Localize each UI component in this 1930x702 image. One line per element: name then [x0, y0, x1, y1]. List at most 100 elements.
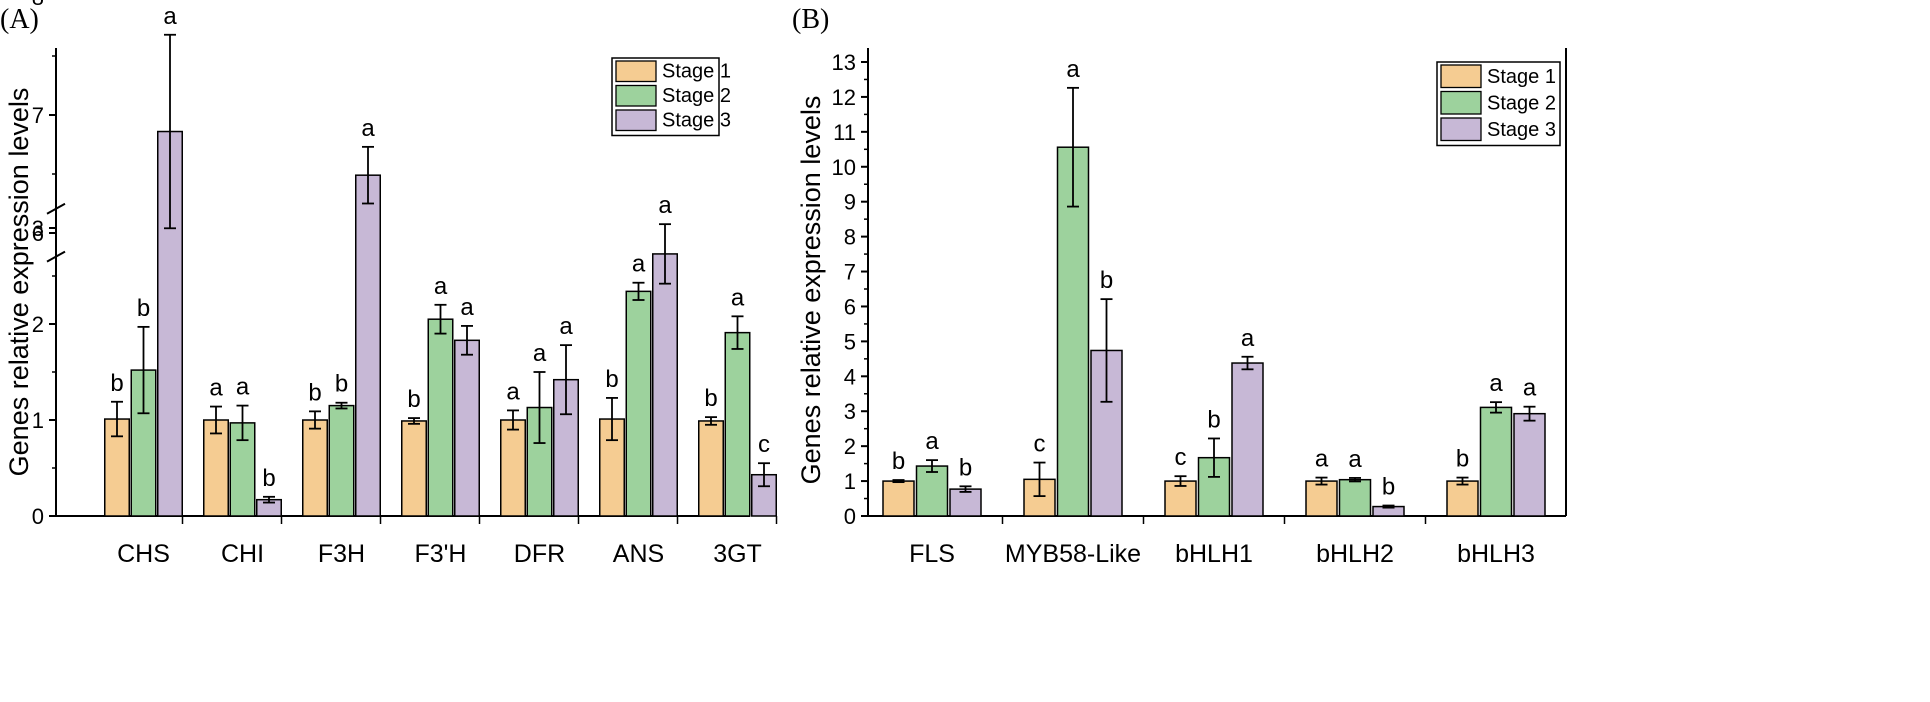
bar-stage-3: [949, 488, 982, 517]
x-category-label: CHI: [221, 540, 264, 568]
significance-letter: a: [506, 378, 520, 405]
significance-letter: a: [1315, 446, 1329, 473]
bar-stage-2: [1479, 406, 1513, 517]
significance-letter: a: [533, 340, 547, 367]
y-tick-label: 13: [832, 50, 856, 75]
significance-letter: b: [892, 448, 905, 475]
legend-label-stage-2: Stage 2: [662, 85, 731, 107]
bar-stage-1: [302, 419, 328, 517]
y-tick-label: 5: [844, 329, 856, 354]
significance-letter: a: [1066, 56, 1080, 83]
x-category-label: bHLH3: [1457, 540, 1535, 568]
legend-swatch-stage-2: [1440, 90, 1482, 115]
bar-stage-1: [882, 480, 915, 517]
significance-letter: a: [1348, 446, 1362, 473]
bar-stage-3: [355, 174, 381, 517]
x-category-label: CHS: [117, 540, 170, 568]
axis-break-mark-lower: [46, 202, 66, 215]
bar-stage-3: [454, 339, 480, 517]
legend-swatch-stage-3: [1440, 117, 1482, 142]
bar-stage-1: [1446, 480, 1479, 517]
significance-letter: a: [925, 428, 939, 455]
axis-break-mark-upper: [46, 250, 66, 263]
significance-letter: b: [262, 465, 275, 492]
y-tick-label: 1: [844, 469, 856, 494]
y-tick-label: 9: [844, 190, 856, 215]
bar-stage-1: [401, 420, 427, 517]
significance-letter: b: [308, 379, 321, 406]
significance-letter: a: [632, 251, 646, 278]
legend-swatch-stage-2: [615, 84, 657, 107]
significance-letter: b: [1382, 474, 1395, 501]
legend-label-stage-1: Stage 1: [1487, 66, 1556, 88]
y-tick-label: 7: [844, 260, 856, 285]
significance-letter: a: [1523, 375, 1537, 402]
significance-letter: b: [137, 295, 150, 322]
significance-letter: b: [407, 386, 420, 413]
y-tick-label: 6: [32, 221, 44, 246]
panel-label-a: (A): [0, 4, 39, 35]
x-category-label: bHLH1: [1175, 540, 1253, 568]
bar-stage-3: [1231, 362, 1264, 517]
y-tick-label: 0: [32, 504, 44, 529]
bar-stage-1: [203, 419, 229, 517]
significance-letter: b: [1456, 446, 1469, 473]
bar-stage-2: [1338, 478, 1372, 517]
x-category-label: MYB58-Like: [1005, 540, 1141, 568]
significance-letter: a: [163, 3, 177, 30]
significance-letter: a: [460, 294, 474, 321]
y-tick-label: 0: [844, 504, 856, 529]
bar-stage-3: [1513, 412, 1546, 517]
panel-a-chart: (A) 0 1 2 36 7 8 Genes relative expression leve…: [0, 0, 778, 568]
legend-label-stage-3: Stage 3: [662, 110, 731, 132]
y-tick-label: 10: [832, 155, 856, 180]
x-category-label: ANS: [613, 540, 664, 568]
bar-stage-2: [915, 465, 949, 517]
legend-label-stage-2: Stage 2: [1487, 93, 1556, 115]
x-category-label: DFR: [514, 540, 565, 568]
y-tick-label: 1: [32, 408, 44, 433]
y-tick-label: 12: [832, 85, 856, 110]
significance-letter: a: [361, 115, 375, 142]
y-tick-label: 7: [32, 103, 44, 128]
panel-label-b: (B): [792, 4, 829, 35]
y-tick-label: 2: [32, 312, 44, 337]
legend-swatch-stage-1: [615, 60, 657, 83]
significance-letter: a: [559, 313, 573, 340]
y-tick-label: 3: [844, 399, 856, 424]
y-tick-label: 4: [844, 364, 856, 389]
significance-letter: c: [1034, 431, 1046, 458]
x-category-label: bHLH2: [1316, 540, 1394, 568]
significance-letter: b: [335, 371, 348, 398]
y-axis-label: Genes relative expression levels: [796, 96, 826, 485]
bar-stage-3: [652, 253, 678, 517]
y-tick-label: 6: [844, 294, 856, 319]
significance-letter: a: [209, 375, 223, 402]
bar-stage-2: [1056, 146, 1090, 517]
y-tick-label: 8: [32, 0, 44, 10]
y-axis-label: Genes relative expression levels: [4, 88, 34, 477]
significance-letter: b: [959, 454, 972, 481]
y-tick-label: 8: [844, 225, 856, 250]
bar-stage-2: [724, 331, 751, 517]
bar-stage-1: [1305, 480, 1338, 517]
significance-letter: b: [1100, 267, 1113, 294]
significance-letter: b: [1207, 406, 1220, 433]
x-category-label: FLS: [909, 540, 955, 568]
significance-letter: b: [704, 385, 717, 412]
legend-label-stage-1: Stage 1: [662, 61, 731, 83]
significance-letter: a: [434, 273, 448, 300]
significance-letter: a: [658, 192, 672, 219]
bar-stage-2: [625, 290, 652, 517]
significance-letter: a: [1241, 325, 1255, 352]
bar-stage-1: [698, 420, 724, 517]
x-category-label: 3GT: [713, 540, 762, 568]
x-category-label: F3H: [318, 540, 365, 568]
legend-swatch-stage-3: [615, 109, 657, 132]
significance-letter: c: [758, 431, 770, 458]
significance-letter: c: [1175, 444, 1187, 471]
x-category-label: F3'H: [414, 540, 466, 568]
y-tick-label: 3: [32, 216, 44, 241]
